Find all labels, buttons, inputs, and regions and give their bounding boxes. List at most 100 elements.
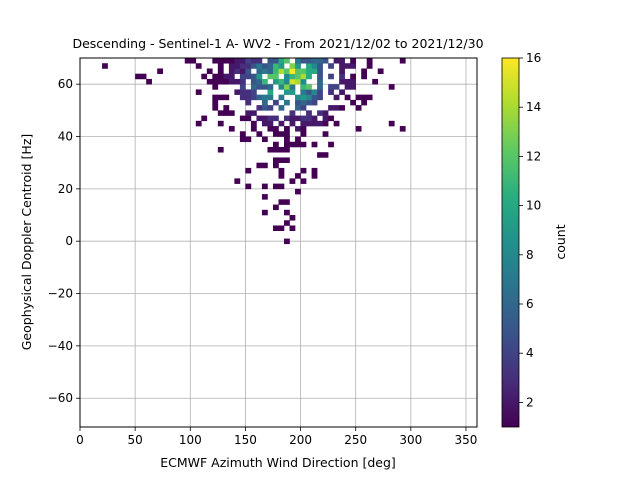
heatmap-cell [256,115,263,122]
heatmap-cell [311,63,318,69]
heatmap-cell [256,73,263,80]
heatmap-cell [339,58,345,64]
heatmap-cell [212,105,219,111]
heatmap-cell [239,115,246,122]
heatmap-cell [306,58,312,64]
heatmap-cell [339,89,345,95]
heatmap-cell [250,89,257,95]
heatmap-cell [399,126,406,132]
heatmap-cell [267,68,274,75]
heatmap-cell [272,99,279,106]
colorbar-tick-label: 16 [526,51,541,65]
heatmap-cell [295,63,301,69]
heatmap-cell [300,115,307,122]
heatmap-cell [284,99,290,106]
heatmap-cell [212,99,219,106]
heatmap-cell [322,58,329,64]
heatmap-cell [272,126,279,132]
heatmap-cell [245,58,252,64]
heatmap-cell [306,120,312,127]
heatmap-cell [272,58,279,64]
heatmap-cell [311,141,318,148]
heatmap-cell [289,84,296,90]
heatmap-cell [272,115,279,122]
heatmap-cell [239,58,246,64]
heatmap-cell [135,73,141,80]
heatmap-cell [339,63,345,69]
y-tick-label: −40 [48,339,73,353]
heatmap-cell [245,68,252,75]
heatmap-cell [278,105,285,111]
x-tick-label: 300 [399,433,422,447]
heatmap-cell [261,115,268,122]
heatmap-cell [317,120,323,127]
heatmap-cell [388,84,395,90]
heatmap-cell [278,173,285,179]
heatmap-cell [317,58,323,64]
heatmap-cell [350,84,356,90]
heatmap-cell [217,146,224,153]
heatmap-cell [157,68,164,75]
heatmap-cell [311,115,318,122]
heatmap-cell [261,68,268,75]
heatmap-cell [295,141,301,148]
heatmap-cell [256,105,263,111]
heatmap-cell [284,115,290,122]
heatmap-cell [339,68,345,75]
heatmap-cell [361,73,368,80]
heatmap-cell [102,63,108,69]
heatmap-cell [190,58,197,64]
heatmap-cell [322,115,329,122]
heatmap-cell [289,89,296,95]
heatmap-cell [239,136,246,143]
x-tick-label: 50 [127,433,142,447]
heatmap-cell [300,178,307,184]
heatmap-cell [217,68,224,75]
heatmap-cell [272,63,279,69]
heatmap-cell [267,105,274,111]
heatmap-cell [217,63,224,69]
heatmap-cell [361,99,368,106]
heatmap-cell [272,131,279,137]
heatmap-cell [355,105,362,111]
heatmap-cell [295,99,301,106]
heatmap-cell [278,63,285,69]
heatmap-cell [295,105,301,111]
heatmap-cell [317,68,323,75]
colorbar-ticks: 2 4 6 8 10 12 14 16 [519,51,541,409]
heatmap-cell [256,84,263,90]
heatmap-cell [284,89,290,95]
heatmap-cell [284,78,290,85]
heatmap-cell [300,105,307,111]
heatmap-cell [289,215,296,221]
y-axis-label: Geophysical Doppler Centroid [Hz] [19,134,34,351]
heatmap-cell [223,94,230,101]
heatmap-cell [217,94,224,101]
heatmap-cell [311,120,318,127]
heatmap-cell [284,199,290,205]
heatmap-cell [272,204,279,211]
heatmap-cell [339,105,345,111]
heatmap-cell [284,238,290,245]
heatmap-cell [256,68,263,75]
heatmap-cell [234,89,241,95]
heatmap-cell [239,84,246,90]
heatmap-cell [311,89,318,95]
colorbar [501,57,520,428]
heatmap-cell [146,78,152,85]
heatmap-cell [300,131,307,137]
heatmap-cell [361,68,368,75]
heatmap-cell [261,63,268,69]
heatmap-cell [317,94,323,101]
heatmap-cell [261,183,268,190]
heatmap-cell [317,110,323,116]
heatmap-cell [372,78,379,85]
heatmap-cell [261,136,268,143]
heatmap-cell [212,58,219,64]
heatmap-cell [223,73,230,80]
heatmap-cell [333,58,340,64]
heatmap-cell [278,157,285,163]
heatmap-cell [184,58,191,64]
heatmap-cell [284,146,290,153]
